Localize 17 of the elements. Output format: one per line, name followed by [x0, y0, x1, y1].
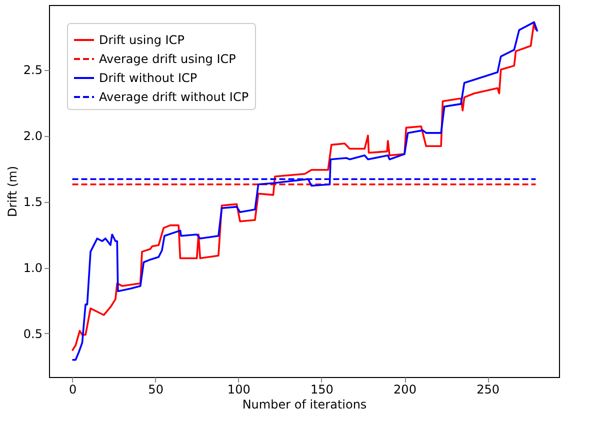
x-tick-label: 100: [227, 382, 250, 396]
y-tick-label: 0.5: [23, 326, 42, 341]
legend-label: Average drift without ICP: [99, 90, 249, 104]
x-axis-title: Number of iterations: [242, 398, 367, 412]
legend-label: Average drift using ICP: [99, 52, 236, 66]
y-axis-title: Drift (m): [5, 166, 20, 218]
y-tick-label: 1.5: [23, 195, 42, 210]
x-tick-label: 0: [68, 382, 77, 396]
y-tick-label: 2.0: [23, 129, 42, 144]
x-tick-label: 150: [310, 382, 334, 396]
legend-label: Drift using ICP: [99, 33, 184, 47]
x-tick-label: 50: [148, 382, 164, 396]
legend-label: Drift without ICP: [99, 71, 198, 85]
y-tick-label: 1.0: [23, 261, 42, 276]
x-tick-label: 250: [476, 382, 500, 396]
x-tick-label: 200: [394, 382, 416, 396]
y-tick-label: 2.5: [23, 63, 42, 78]
